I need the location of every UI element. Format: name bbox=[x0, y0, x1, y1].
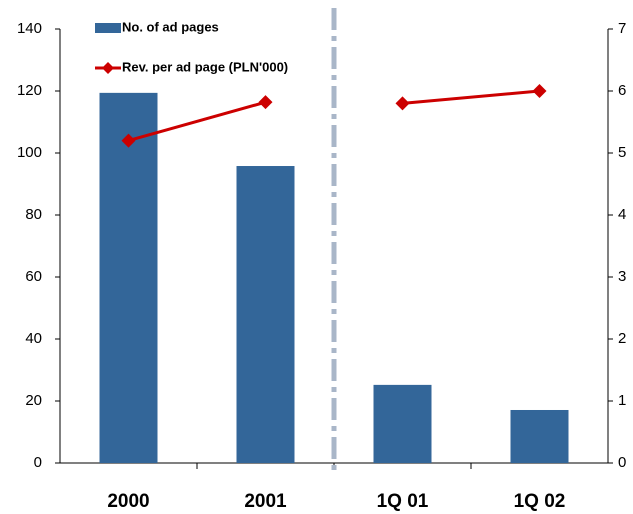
y-tick-label: 40 bbox=[25, 330, 42, 347]
bar bbox=[236, 166, 295, 463]
y-tick-label: 60 bbox=[25, 268, 42, 285]
y-tick-label: 80 bbox=[25, 206, 42, 223]
y2-tick-label: 3 bbox=[618, 268, 626, 285]
x-tick-label: 2000 bbox=[107, 491, 149, 512]
legend-swatch bbox=[95, 23, 121, 33]
x-tick-label: 2001 bbox=[244, 491, 287, 512]
y-tick-label: 20 bbox=[25, 392, 42, 409]
y-tick-label: 100 bbox=[17, 144, 42, 161]
y-tick-label: 140 bbox=[17, 20, 42, 37]
bar bbox=[373, 384, 432, 463]
legend-marker bbox=[102, 62, 114, 74]
y2-tick-label: 5 bbox=[618, 144, 626, 161]
y2-tick-label: 4 bbox=[618, 206, 626, 223]
bar bbox=[510, 409, 569, 463]
y2-tick-label: 1 bbox=[618, 392, 626, 409]
y2-tick-label: 2 bbox=[618, 330, 626, 347]
legend-label: No. of ad pages bbox=[122, 19, 219, 34]
line-marker bbox=[258, 95, 273, 110]
y2-tick-label: 6 bbox=[618, 82, 626, 99]
y2-tick-label: 0 bbox=[618, 454, 626, 471]
x-tick-label: 1Q 02 bbox=[514, 491, 566, 512]
line bbox=[128, 100, 266, 143]
y-tick-label: 120 bbox=[17, 82, 42, 99]
legend-label: Rev. per ad page (PLN'000) bbox=[122, 59, 288, 74]
line-marker bbox=[121, 133, 136, 148]
line-marker bbox=[395, 96, 410, 111]
line bbox=[402, 89, 540, 105]
bar bbox=[99, 92, 158, 464]
line-marker bbox=[532, 84, 547, 98]
x-tick-label: 1Q 01 bbox=[377, 491, 429, 512]
y-tick-label: 0 bbox=[34, 454, 42, 471]
y2-tick-label: 7 bbox=[618, 20, 626, 37]
